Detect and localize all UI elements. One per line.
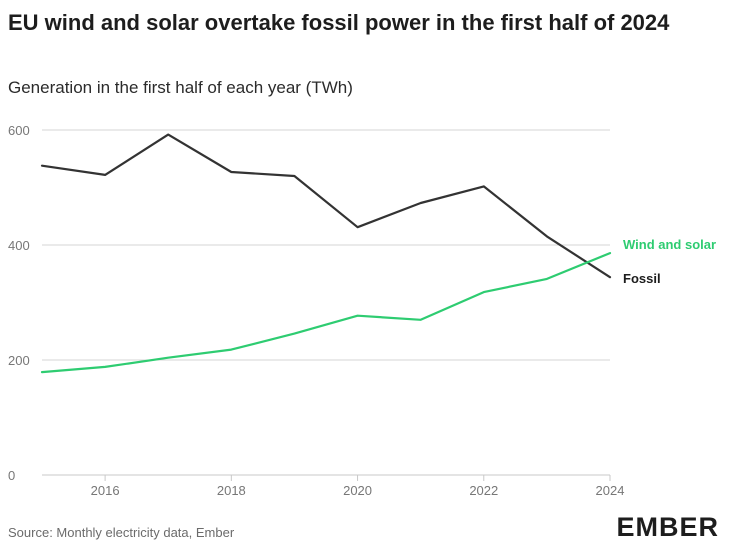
series-label: Wind and solar — [623, 237, 716, 252]
x-tick-label: 2016 — [91, 483, 120, 498]
x-tick-label: 2024 — [596, 483, 625, 498]
x-tick-label: 2022 — [469, 483, 498, 498]
series-line-wind-and-solar — [40, 252, 612, 374]
y-tick-label: 400 — [8, 238, 30, 253]
y-tick-label: 0 — [8, 468, 15, 483]
series-line-fossil — [40, 133, 612, 279]
y-tick-label: 200 — [8, 353, 30, 368]
series-label: Fossil — [623, 271, 661, 286]
x-tick-label: 2020 — [343, 483, 372, 498]
x-tick-label: 2018 — [217, 483, 246, 498]
chart-title: EU wind and solar overtake fossil power … — [8, 10, 670, 35]
ember-logo: EMBER — [616, 512, 719, 542]
source-note: Source: Monthly electricity data, Ember — [8, 525, 235, 540]
chart-subtitle: Generation in the first half of each yea… — [8, 78, 353, 97]
y-tick-label: 600 — [8, 123, 30, 138]
